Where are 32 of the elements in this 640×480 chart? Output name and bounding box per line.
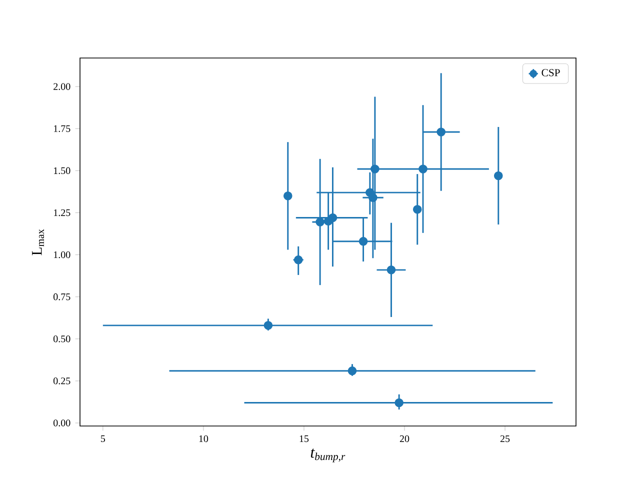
legend-label: CSP [542,69,560,76]
y-tick-label: 1.75 [54,125,70,132]
x-tick-label: 20 [400,435,410,442]
point [494,171,503,180]
point [264,321,273,330]
point [358,236,368,246]
y-tick-label: 1.00 [54,251,70,258]
x-tick-label: 15 [300,435,309,442]
point [370,164,380,174]
point [368,193,378,202]
y-tick-label: 0.25 [54,378,70,384]
x-tick-label: 25 [500,435,510,442]
point [283,192,292,200]
point [348,366,357,376]
point [316,218,324,226]
point [294,255,303,264]
y-tick-label: 1.50 [54,167,70,174]
y-axis-title: L$_{max}$ [32,229,44,256]
x-axis-title: t$_{bump,r}$ [310,448,346,462]
point [412,204,422,214]
x-tick-label: 5 [101,435,106,442]
point [386,266,396,274]
y-tick-label: 0.50 [54,335,70,342]
x-tick-label: 10 [199,435,208,442]
point [436,128,446,136]
y-tick-label: 0.00 [54,420,70,426]
point [418,164,428,174]
point [394,398,404,408]
y-tick-label: 0.75 [54,293,70,300]
point [328,213,338,222]
y-tick-label: 2.00 [54,83,70,90]
y-tick-label: 1.25 [54,209,70,216]
